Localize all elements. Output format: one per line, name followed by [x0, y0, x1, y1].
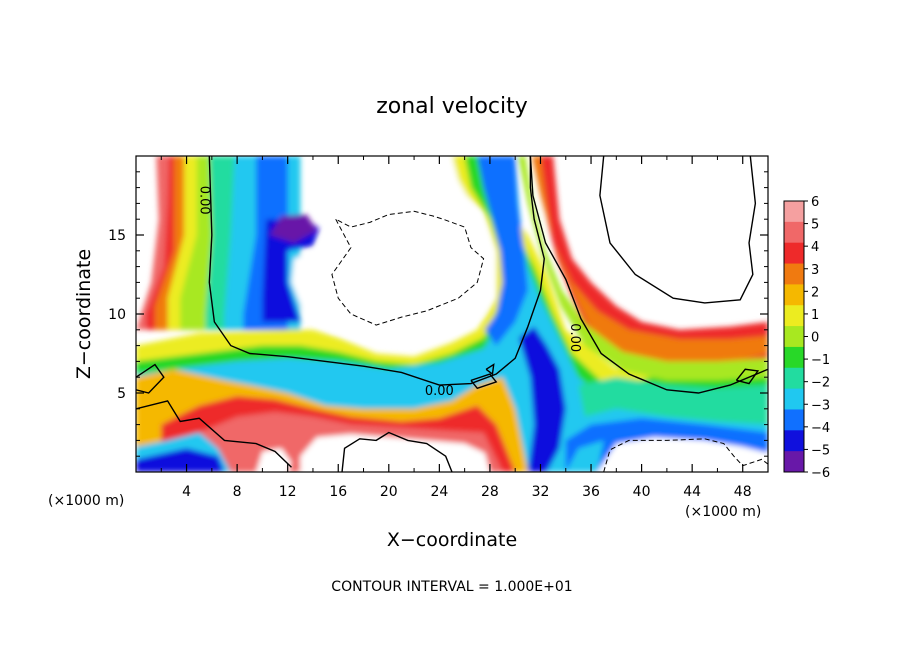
- colorbar-label: 1: [811, 308, 819, 323]
- x-tick-label: 28: [481, 484, 499, 500]
- y-axis-label: Z−coordinate: [73, 249, 95, 379]
- zero-contour-main: [208, 156, 545, 386]
- colorbar-segment: [784, 388, 804, 410]
- x-tick-label: 36: [582, 484, 600, 500]
- velocity-band: [477, 156, 528, 346]
- velocity-band: [578, 377, 768, 425]
- negative-contour-upper-center: [331, 210, 485, 326]
- velocity-band: [565, 440, 604, 472]
- x-tick-label: 12: [279, 484, 297, 500]
- x-unit-label-left: (×1000 m): [48, 493, 124, 509]
- x-tick-label: 4: [182, 484, 191, 500]
- right-small-loop: [735, 368, 760, 385]
- lower-right-white-region: [597, 437, 768, 472]
- negative-contour-lower-right: [603, 438, 768, 472]
- contour-label: 0.00: [567, 323, 582, 352]
- velocity-field: [136, 156, 768, 472]
- x-axis-label: X−coordinate: [387, 529, 517, 551]
- x-tick-label: 16: [329, 484, 347, 500]
- colorbar-segment: [784, 367, 804, 390]
- colorbar-segment: [784, 263, 804, 285]
- colorbar-segment: [784, 451, 804, 473]
- colorbar-segment: [784, 242, 804, 265]
- colorbar-label: 5: [811, 218, 819, 233]
- x-tick-label: 32: [532, 484, 550, 500]
- colorbar-segment: [784, 284, 804, 306]
- x-axis-ticks: 4 8 12 16 20 24 28 32 36 40 44 48: [160, 156, 752, 500]
- chart-title: zonal velocity: [376, 94, 528, 119]
- colorbar-label: 2: [811, 285, 819, 300]
- zero-contour-left-loop: [136, 363, 165, 394]
- velocity-band: [531, 156, 768, 373]
- colorbar-label: −3: [811, 398, 830, 413]
- upper-right-white-region: [582, 156, 768, 314]
- colorbar-label: −5: [811, 443, 830, 458]
- velocity-band: [136, 448, 225, 472]
- plot-area: 0.00 0.00 0.00: [136, 156, 768, 472]
- x-tick-label: 24: [430, 484, 448, 500]
- contour-label: 0.00: [425, 384, 454, 399]
- colorbar-segment: [784, 326, 804, 348]
- contour-interval-footer: CONTOUR INTERVAL = 1.000E+01: [331, 579, 572, 595]
- y-tick-label: 15: [108, 228, 126, 244]
- lower-left-white-pocket: [256, 448, 292, 472]
- colorbar-segment: [784, 201, 804, 223]
- zero-contour-small-loop: [470, 373, 498, 390]
- colorbar-segment: [784, 305, 804, 327]
- x-tick-label: 20: [380, 484, 398, 500]
- zero-contour-right: [529, 156, 768, 394]
- y-tick-label: 10: [108, 307, 126, 323]
- colorbar-label: −6: [811, 466, 830, 481]
- colorbar: 6 5 4 3 2 1 0 −1 −2 −3 −4 −5 −6: [783, 195, 830, 481]
- x-tick-label: 48: [734, 484, 752, 500]
- upper-right-contour: [599, 156, 757, 304]
- colorbar-segment: [784, 346, 804, 369]
- lower-center-contour: [341, 431, 453, 472]
- y-tick-label: 5: [117, 386, 126, 402]
- velocity-band: [517, 156, 768, 381]
- colorbar-segment: [784, 409, 804, 431]
- contour-lines: [136, 156, 768, 472]
- colorbar-label: −2: [811, 376, 830, 391]
- colorbar-label: −4: [811, 421, 830, 436]
- colorbar-label: 6: [811, 195, 819, 210]
- x-unit-label-right: (×1000 m): [685, 504, 761, 520]
- velocity-band: [262, 219, 320, 322]
- contour-label: 0.00: [197, 186, 212, 215]
- colorbar-label: 3: [811, 263, 819, 278]
- x-tick-label: 40: [633, 484, 651, 500]
- x-tick-label: 8: [233, 484, 242, 500]
- colorbar-segment: [784, 430, 804, 452]
- colorbar-segment: [784, 221, 804, 244]
- colorbar-label: 0: [811, 331, 819, 346]
- lower-center-white-region: [300, 434, 490, 472]
- y-axis-ticks: 5 10 15: [108, 171, 768, 457]
- zero-contour-lower-left: [136, 400, 292, 468]
- velocity-band: [269, 214, 317, 243]
- colorbar-label: 4: [811, 240, 819, 255]
- velocity-band: [136, 156, 768, 472]
- contour-labels: 0.00 0.00 0.00: [197, 186, 582, 399]
- velocity-band: [518, 326, 566, 472]
- upper-center-white-region: [291, 156, 495, 341]
- zero-contour-tiny-loop: [485, 363, 495, 376]
- colorbar-label: −1: [811, 353, 830, 368]
- x-tick-label: 44: [683, 484, 701, 500]
